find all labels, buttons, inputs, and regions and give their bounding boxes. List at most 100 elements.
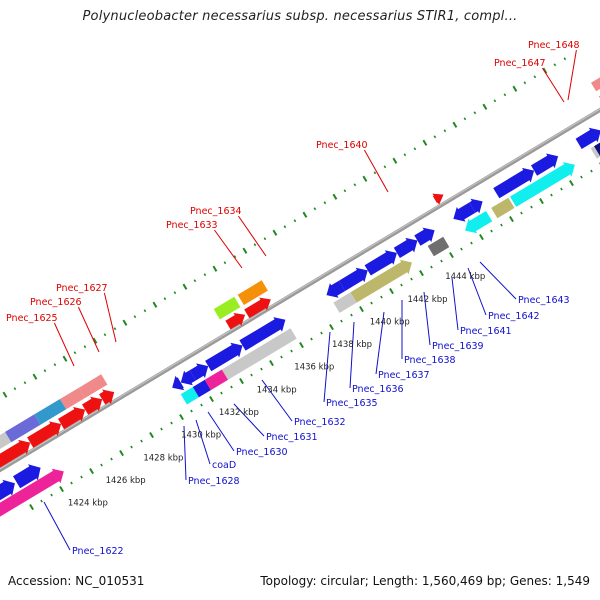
bottom-scale-tick bbox=[280, 355, 283, 359]
bottom-scale-tick bbox=[500, 223, 503, 227]
bottom-scale-tick bbox=[320, 331, 323, 335]
gene-box bbox=[237, 280, 268, 305]
top-scale-tick bbox=[343, 189, 347, 193]
label-leader bbox=[183, 425, 187, 481]
top-scale-tick bbox=[353, 183, 357, 187]
bottom-scale-tick bbox=[530, 205, 533, 209]
label-leader bbox=[77, 306, 100, 353]
bottom-scale-tick bbox=[509, 216, 514, 223]
gene-box bbox=[221, 328, 297, 380]
gene-label-bottom: Pnec_1638 bbox=[404, 355, 456, 366]
bottom-scale-tick bbox=[580, 175, 583, 179]
gene-arrow bbox=[58, 407, 86, 430]
bottom-scale-tick bbox=[449, 251, 454, 259]
genome-backbone bbox=[0, 107, 600, 473]
top-scale-tick bbox=[493, 99, 497, 103]
bottom-scale-tick bbox=[89, 467, 94, 475]
gene-label-top: Pnec_1633 bbox=[166, 220, 218, 231]
top-scale-tick bbox=[433, 135, 437, 139]
top-scale-tick bbox=[503, 93, 507, 97]
top-scale-tick bbox=[403, 153, 407, 157]
bottom-scale-tick bbox=[140, 439, 143, 443]
top-scale-tick bbox=[233, 255, 237, 259]
bottom-scale-tick bbox=[310, 337, 313, 341]
top-scale-tick bbox=[302, 211, 308, 218]
bottom-scale-tick bbox=[590, 169, 593, 173]
bottom-scale-tick bbox=[209, 395, 214, 403]
top-scale-tick bbox=[463, 117, 467, 121]
bottom-scale-tick bbox=[359, 305, 364, 313]
gene-arrow bbox=[414, 227, 435, 246]
bottom-scale-tick bbox=[80, 475, 83, 479]
bottom-scale-tick bbox=[29, 503, 34, 511]
gene-box bbox=[594, 142, 600, 157]
top-scale-tick bbox=[152, 301, 158, 308]
gene-arrow bbox=[0, 479, 15, 501]
top-scale-tick bbox=[362, 175, 368, 182]
bottom-scale-tick bbox=[410, 277, 413, 281]
top-scale-tick bbox=[103, 333, 107, 337]
top-scale-tick bbox=[83, 345, 87, 349]
top-scale-tick bbox=[443, 129, 447, 133]
bottom-scale-tick bbox=[350, 313, 353, 317]
top-scale-tick bbox=[13, 387, 17, 391]
bottom-scale-tick bbox=[260, 367, 263, 371]
scale-label: 1440 kbp bbox=[370, 317, 410, 327]
gene-arrow bbox=[393, 237, 418, 258]
gene-box bbox=[204, 369, 229, 391]
gene-box bbox=[591, 77, 600, 92]
label-leader bbox=[423, 291, 431, 346]
gene-labels: 1424 kbp 1426 kbp 1428 kbp 1430 kbp 1432 kbp… bbox=[6, 40, 580, 557]
top-scale-tick bbox=[182, 283, 188, 290]
gene-label-bottom: Pnec_1643 bbox=[518, 295, 570, 306]
scale-label: 1436 kbp bbox=[294, 363, 334, 373]
bottom-scale-tick bbox=[160, 427, 163, 431]
bottom-scale-tick bbox=[250, 373, 253, 377]
top-scale-tick bbox=[422, 139, 428, 146]
bottom-scale-tick bbox=[290, 349, 293, 353]
gene-arrow bbox=[453, 202, 476, 222]
label-leader bbox=[479, 261, 517, 300]
gene-arrow bbox=[244, 297, 271, 319]
scale-label: 1428 kbp bbox=[143, 453, 183, 463]
bottom-scale-tick bbox=[299, 341, 304, 349]
bottom-scale-tick bbox=[550, 193, 553, 197]
bottom-scale-tick bbox=[200, 403, 203, 407]
top-scale-tick bbox=[62, 355, 68, 362]
gene-box bbox=[180, 387, 199, 405]
top-scale-tick bbox=[542, 67, 548, 74]
bottom-scale-tick bbox=[130, 445, 133, 449]
top-scale-tick bbox=[553, 63, 557, 67]
gene-label-bottom: Pnec_1636 bbox=[352, 384, 404, 395]
bottom-scale-tick bbox=[100, 463, 103, 467]
gene-arrow bbox=[99, 389, 115, 405]
gene-label-bottom: Pnec_1630 bbox=[236, 447, 288, 458]
accession-text: Accession: NC_010531 bbox=[8, 574, 145, 588]
label-leader bbox=[349, 321, 355, 389]
gene-arrow bbox=[0, 439, 31, 468]
map-title: Polynucleobacter necessarius subsp. nece… bbox=[82, 9, 518, 24]
label-leader bbox=[467, 267, 487, 316]
top-scale-tick bbox=[23, 381, 27, 385]
top-scale-tick bbox=[32, 373, 38, 380]
bottom-scale-tick bbox=[50, 493, 53, 497]
top-scale-tick bbox=[293, 219, 297, 223]
gene-label-top: Pnec_1648 bbox=[528, 40, 580, 51]
gene-label-top: Pnec_1625 bbox=[6, 313, 58, 324]
label-leader bbox=[541, 67, 565, 103]
gene-label-top: Pnec_1626 bbox=[30, 297, 82, 308]
top-scale-tick bbox=[473, 111, 477, 115]
gene-label-bottom: Pnec_1639 bbox=[432, 341, 484, 352]
top-scale-tick bbox=[133, 315, 137, 319]
top-scale-tick bbox=[193, 279, 197, 283]
label-leaders bbox=[43, 49, 577, 551]
gene-arrow bbox=[0, 468, 64, 517]
bottom-scale-tick bbox=[269, 359, 274, 367]
bottom-scale-tick bbox=[239, 377, 244, 385]
gene-label-bottom: coaD bbox=[212, 460, 236, 471]
scale-label: 1438 kbp bbox=[332, 340, 372, 350]
gene-box bbox=[5, 414, 41, 443]
gene-label-top: Pnec_1627 bbox=[56, 283, 108, 294]
gene-box bbox=[213, 296, 241, 320]
scale-label: 1430 kbp bbox=[181, 431, 221, 441]
